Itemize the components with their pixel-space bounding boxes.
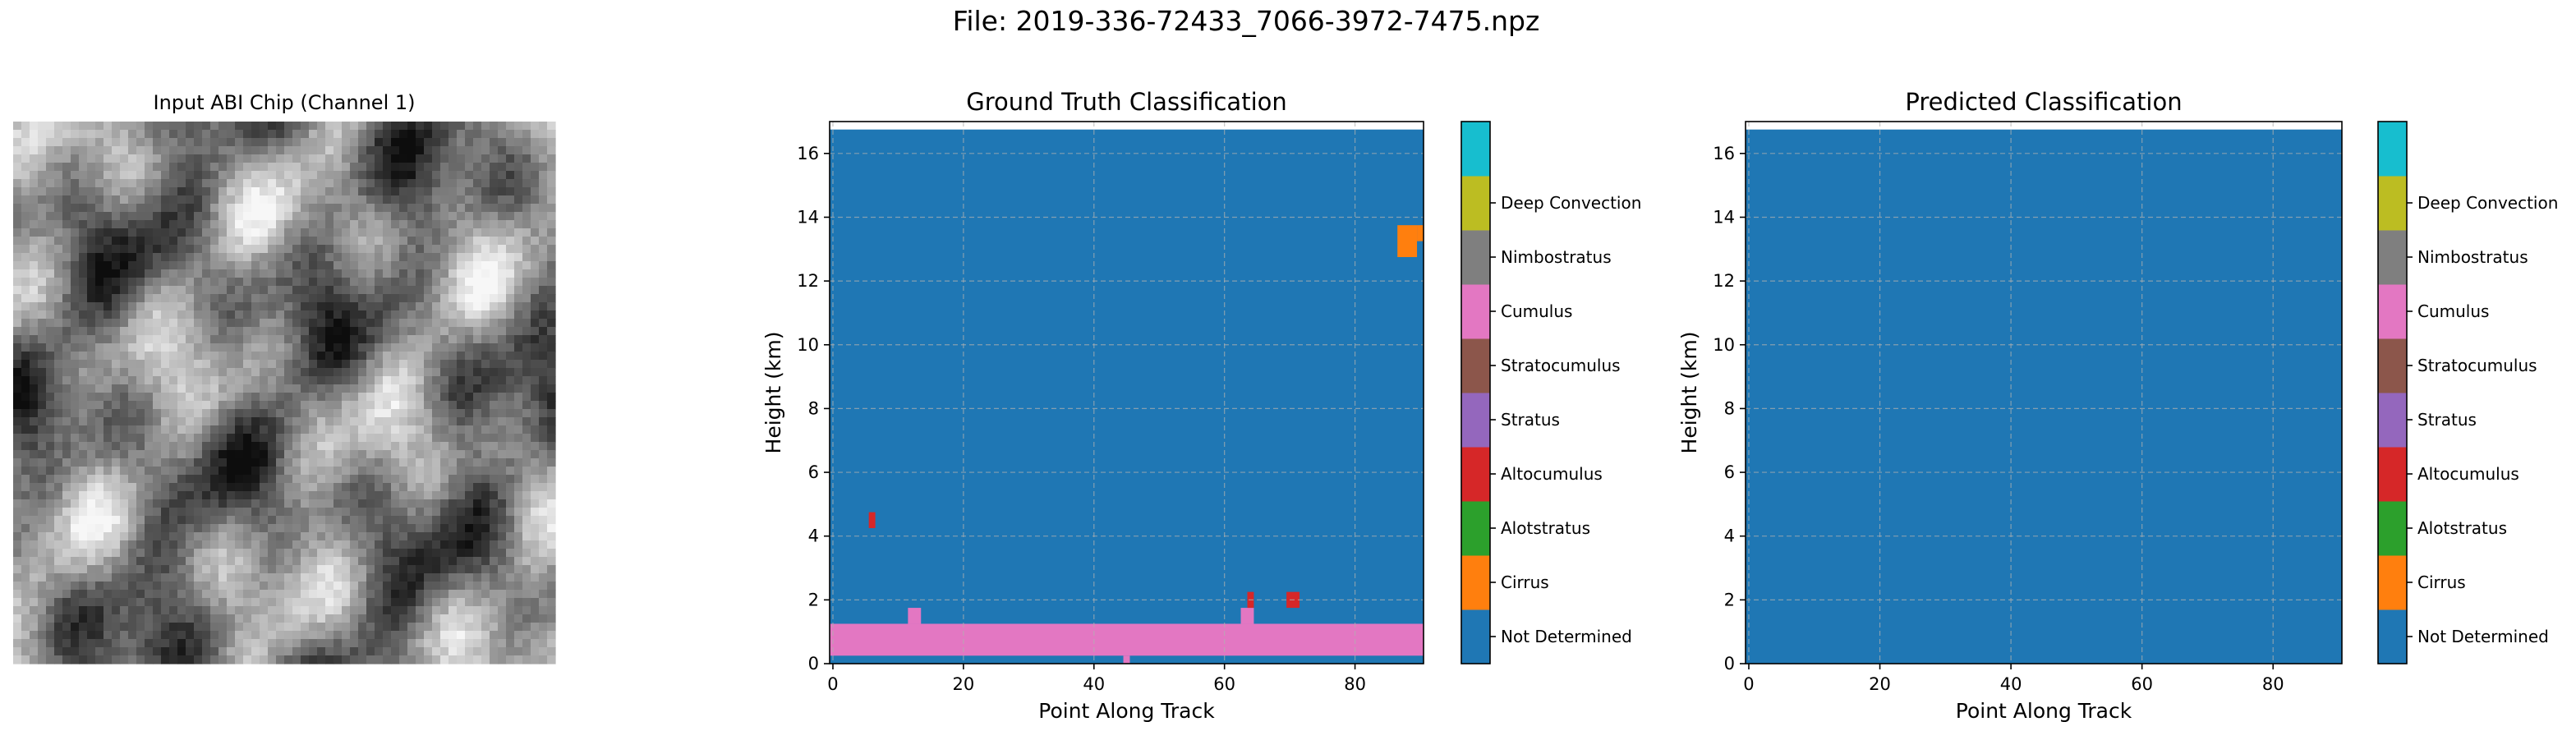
colorbar-label: Stratocumulus <box>2417 356 2537 375</box>
colorbar-swatch <box>2378 338 2407 393</box>
colorbar-label: Stratus <box>1501 410 1560 430</box>
ground-truth-panel: Ground Truth Classification 0 20 40 60 80 0 2 4 6… <box>761 88 1641 723</box>
predicted-panel: Predicted Classification 0 20 40 60 80 0 2 4 6 8 10… <box>1677 88 2558 723</box>
figure-suptitle: File: 2019-336-72433_7066-3972-7475.npz <box>953 5 1540 37</box>
x-tick-label: 60 <box>2131 674 2153 694</box>
y-tick-label: 14 <box>1713 207 1735 227</box>
colorbar-frame <box>1460 121 1491 664</box>
y-tick-label: 0 <box>808 654 819 674</box>
x-axis-label: Point Along Track <box>1956 699 2132 723</box>
colorbar-swatch <box>2378 555 2407 610</box>
y-tick-label: 10 <box>797 335 819 355</box>
panel-title: Ground Truth Classification <box>966 88 1287 116</box>
x-tick-label: 20 <box>953 674 975 694</box>
colorbar: Not Determined Cirrus Alotstratus Altocumul… <box>2377 121 2558 664</box>
colorbar: Not Determined Cirrus Alotstratus Altocumul… <box>1460 121 1641 664</box>
y-axis-label: Height (km) <box>1677 332 1701 454</box>
colorbar-swatch <box>1461 555 1490 610</box>
colorbar-label: Cirrus <box>1501 572 1549 592</box>
colorbar-label: Cumulus <box>1501 301 1572 321</box>
y-tick-label: 4 <box>808 526 819 546</box>
y-tick-label: 0 <box>1724 654 1735 674</box>
x-tick-label: 0 <box>827 674 838 694</box>
input-panel-title: Input ABI Chip (Channel 1) <box>153 91 415 114</box>
colorbar-swatch <box>1461 122 1490 177</box>
x-tick-label: 40 <box>2000 674 2022 694</box>
colorbar-label: Alotstratus <box>2417 518 2507 538</box>
colorbar-label: Alotstratus <box>1501 518 1590 538</box>
colorbar-swatch <box>2378 393 2407 448</box>
class-region-cumulus <box>830 623 1424 656</box>
colorbar-label: Cirrus <box>2417 572 2466 592</box>
y-tick-label: 16 <box>1713 144 1735 163</box>
x-axis-label: Point Along Track <box>1038 699 1215 723</box>
colorbar-label: Altocumulus <box>2417 464 2519 484</box>
colorbar-frame <box>2377 121 2408 664</box>
colorbar-label: Stratus <box>2417 410 2477 430</box>
colorbar-label: Cumulus <box>2417 301 2489 321</box>
y-tick-label: 16 <box>797 144 819 163</box>
colorbar-label: Deep Convection <box>1501 193 1641 213</box>
class-field-background <box>1746 129 2342 664</box>
colorbar-swatch <box>1461 176 1490 231</box>
class-region-altocumulus <box>868 512 876 528</box>
colorbar-swatch <box>2378 447 2407 502</box>
class-field-background <box>830 129 1424 664</box>
y-tick-label: 8 <box>1724 398 1735 418</box>
colorbar-swatch <box>1461 609 1490 664</box>
colorbar-label: Not Determined <box>1501 627 1632 646</box>
class-region-cumulus <box>1240 608 1254 624</box>
colorbar-label: Nimbostratus <box>2417 247 2528 267</box>
class-region-cirrus <box>1417 225 1424 241</box>
colorbar-label: Nimbostratus <box>1501 247 1612 267</box>
colorbar-swatch <box>1461 447 1490 502</box>
y-tick-label: 6 <box>808 462 819 482</box>
x-tick-label: 20 <box>1869 674 1891 694</box>
colorbar-label: Stratocumulus <box>1501 356 1621 375</box>
y-axis-label: Height (km) <box>761 332 785 454</box>
y-tick-label: 12 <box>797 271 819 291</box>
class-region-cumulus <box>908 608 922 624</box>
colorbar-swatch <box>2378 284 2407 339</box>
y-tick-label: 2 <box>1724 590 1735 609</box>
colorbar-swatch <box>1461 393 1490 448</box>
colorbar-swatch <box>1461 501 1490 556</box>
colorbar-swatch <box>1461 230 1490 285</box>
class-region-cumulus <box>1123 655 1130 664</box>
y-tick-label: 2 <box>808 590 819 609</box>
x-tick-label: 80 <box>1344 674 1366 694</box>
x-tick-label: 60 <box>1213 674 1235 694</box>
x-tick-label: 40 <box>1083 674 1105 694</box>
axes-frame <box>829 121 1424 664</box>
y-tick-label: 8 <box>808 398 819 418</box>
y-tick-label: 6 <box>1724 462 1735 482</box>
colorbar-label: Deep Convection <box>2417 193 2558 213</box>
panel-title: Predicted Classification <box>1905 88 2182 116</box>
colorbar-swatch <box>1461 284 1490 339</box>
x-tick-label: 0 <box>1743 674 1754 694</box>
colorbar-swatch <box>2378 176 2407 231</box>
y-tick-label: 14 <box>797 207 819 227</box>
colorbar-label: Altocumulus <box>1501 464 1603 484</box>
colorbar-swatch <box>2378 609 2407 664</box>
x-tick-label: 80 <box>2262 674 2284 694</box>
y-tick-label: 10 <box>1713 335 1735 355</box>
colorbar-swatch <box>1461 338 1490 393</box>
class-region-cirrus <box>1397 225 1418 257</box>
abi-chip-image <box>13 122 556 664</box>
y-tick-label: 12 <box>1713 271 1735 291</box>
colorbar-swatch <box>2378 230 2407 285</box>
y-tick-label: 4 <box>1724 526 1735 546</box>
axes-frame <box>1745 121 2343 664</box>
colorbar-swatch <box>2378 122 2407 177</box>
colorbar-label: Not Determined <box>2417 627 2549 646</box>
colorbar-swatch <box>2378 501 2407 556</box>
input-abi-panel: Input ABI Chip (Channel 1) <box>13 91 556 664</box>
